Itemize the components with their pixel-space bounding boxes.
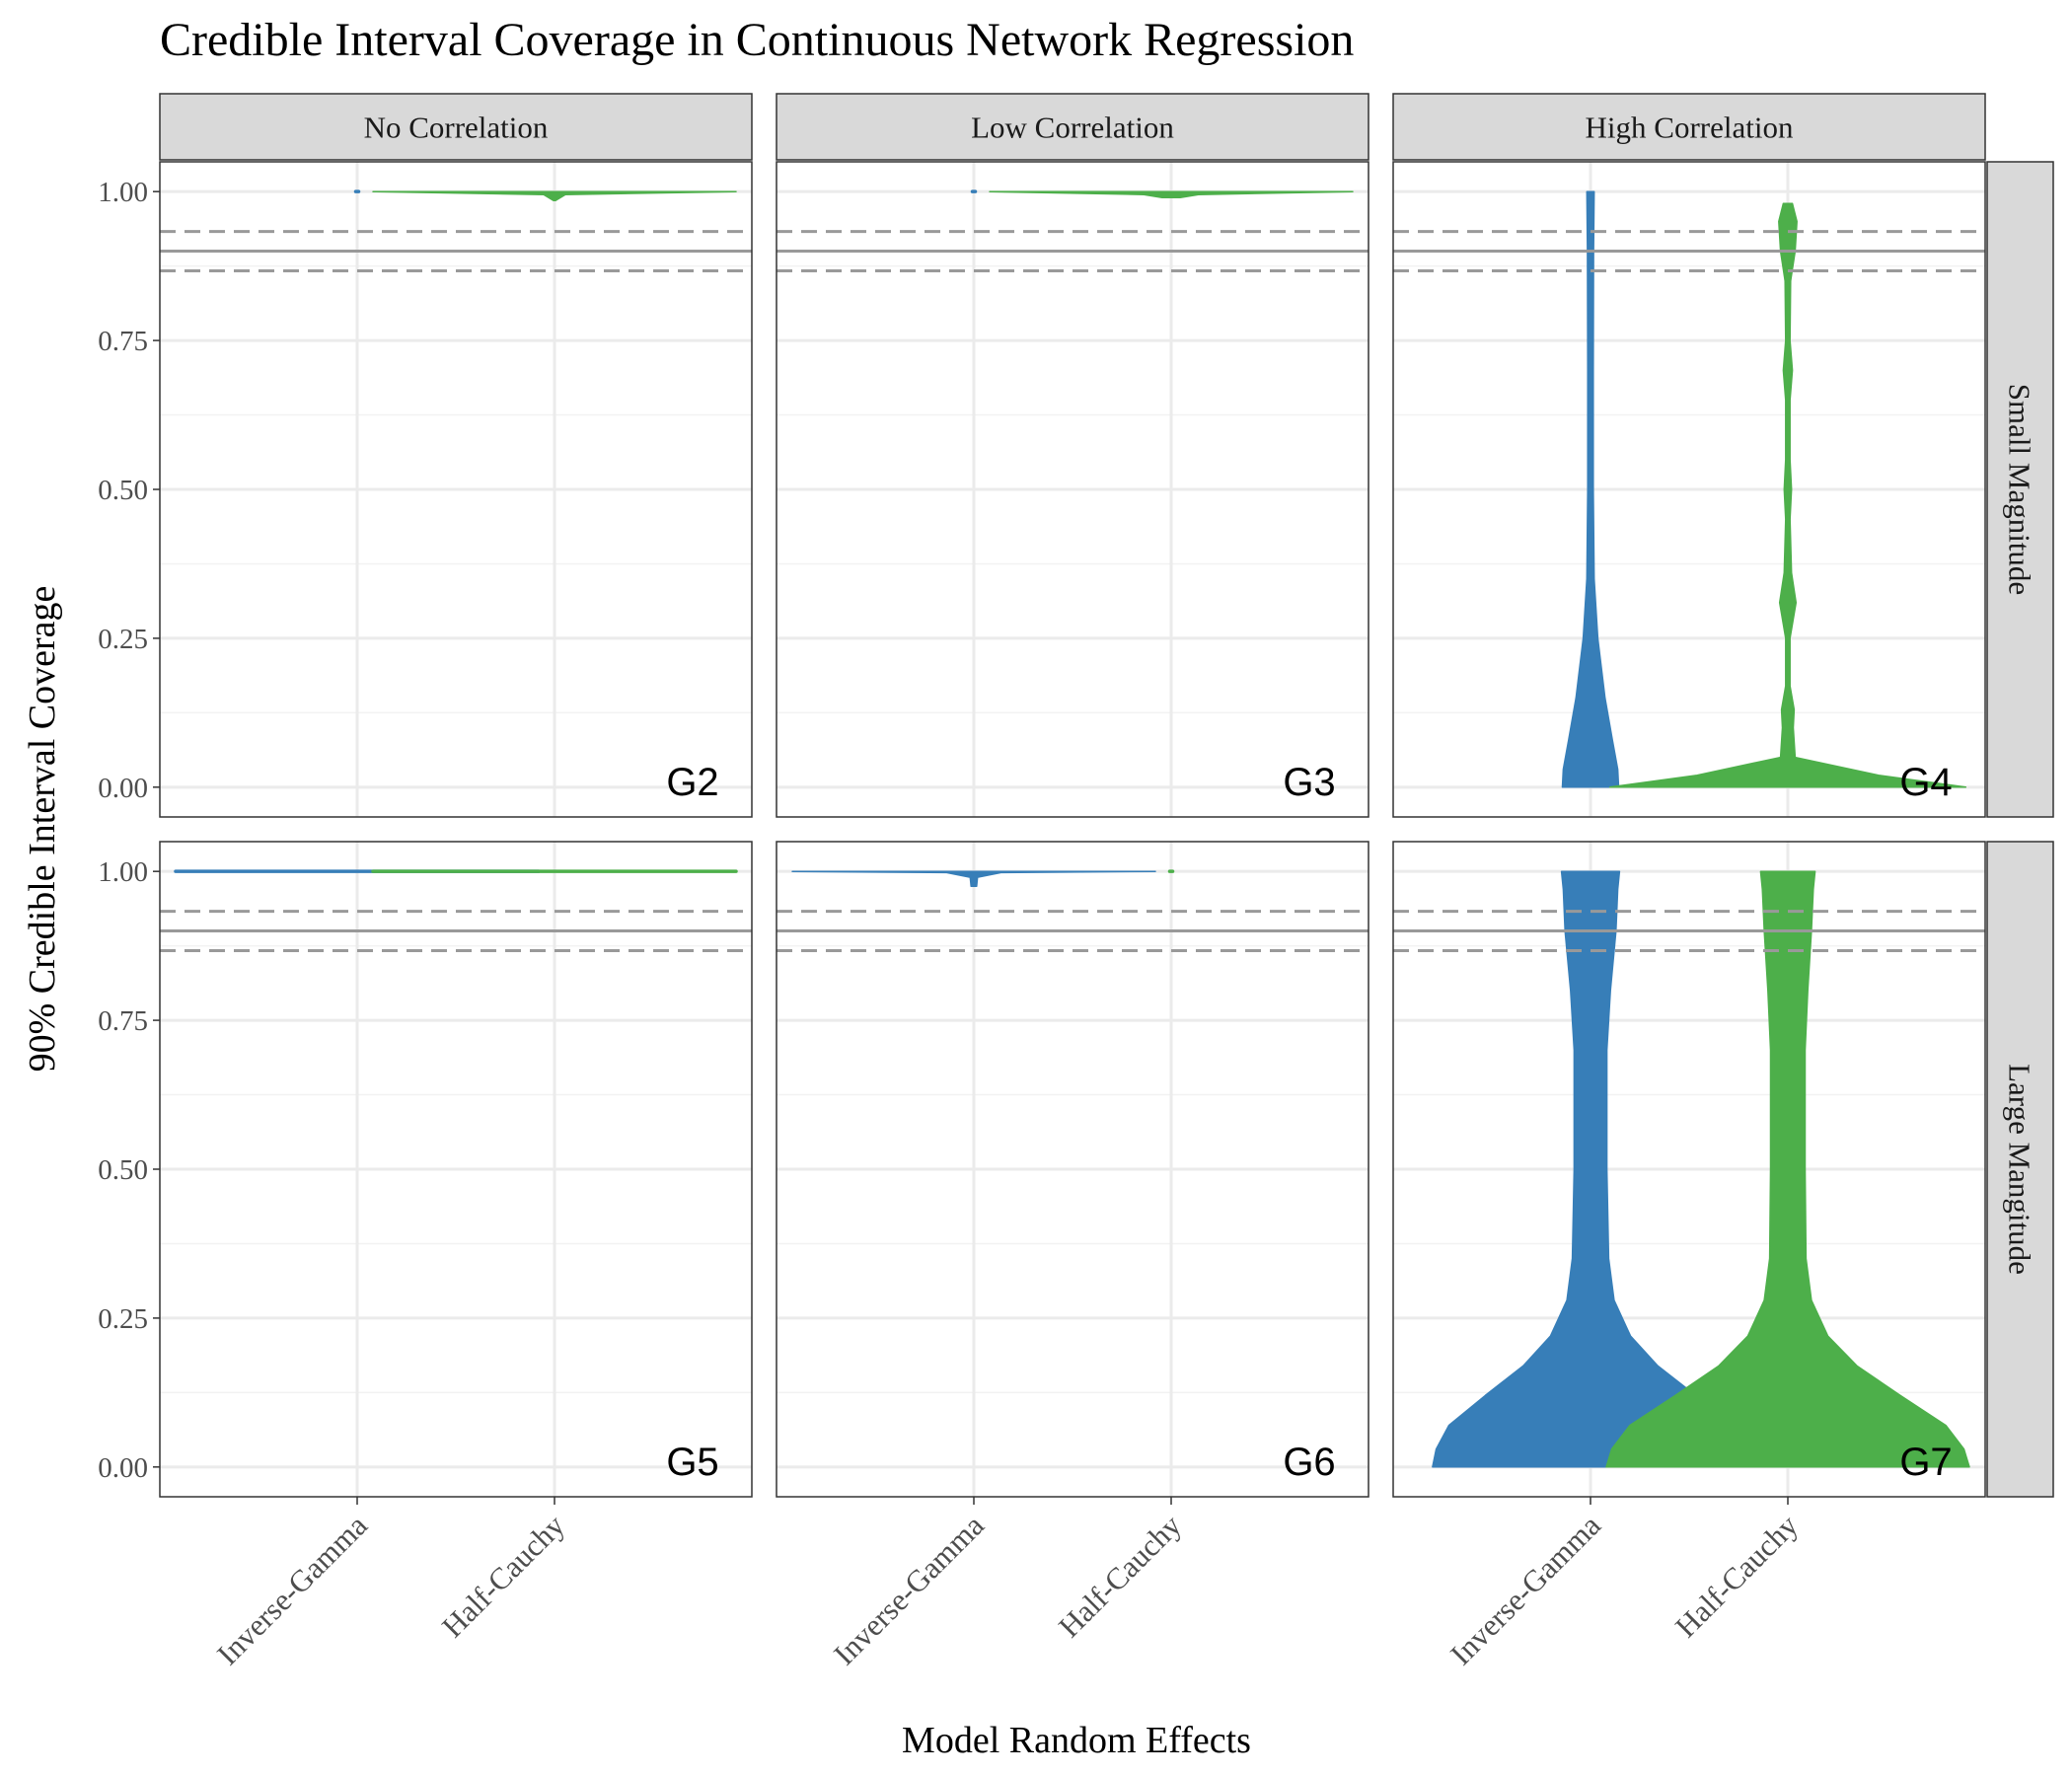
x-axis-label: Model Random Effects — [902, 1720, 1251, 1761]
plot-area: No Correlation Low Correlation High Correl… — [98, 93, 2054, 1671]
violin-half-cauchy — [1608, 202, 1967, 788]
row-strip-label: Large Mangitude — [2003, 1064, 2037, 1275]
panel-border — [159, 841, 753, 1498]
panel-border — [776, 841, 1369, 1498]
panel-g7: G7 — [1392, 841, 1986, 1498]
row-strip — [1986, 161, 2054, 818]
panel-label: G3 — [1283, 761, 1335, 804]
panel-g3: G3 — [776, 161, 1369, 818]
panel-label: G6 — [1283, 1441, 1335, 1484]
column-strip-label: No Correlation — [364, 111, 549, 145]
column-strip-label: High Correlation — [1586, 111, 1794, 145]
panel-label: G4 — [1899, 761, 1952, 804]
y-tick-label: 0.00 — [98, 773, 148, 804]
y-tick-label: 0.75 — [98, 1005, 148, 1037]
y-tick-label: 0.50 — [98, 1154, 148, 1186]
violin-half-cauchy — [989, 190, 1354, 198]
y-tick-label: 0.25 — [98, 624, 148, 655]
violin-inverse-gamma — [791, 870, 1156, 888]
y-tick-label: 1.00 — [98, 177, 148, 208]
column-strip — [159, 93, 753, 161]
y-axis-label: 90% Credible Interval Coverage — [22, 586, 63, 1073]
panel-g6: G6 — [776, 841, 1369, 1498]
column-strip — [1392, 93, 1986, 161]
violin-half-cauchy — [1605, 870, 1970, 1468]
y-tick-label: 0.75 — [98, 326, 148, 357]
column-strip-label: Low Correlation — [971, 111, 1174, 145]
panel-g2: G2 — [159, 161, 753, 818]
y-tick-label: 0.50 — [98, 475, 148, 506]
panel-label: G2 — [666, 761, 718, 804]
violin-half-cauchy — [372, 190, 737, 201]
violin-inverse-gamma — [1561, 190, 1620, 788]
y-tick-label: 0.00 — [98, 1452, 148, 1484]
panel-g5: G5 — [159, 841, 753, 1498]
y-tick-label: 0.25 — [98, 1303, 148, 1335]
panel-border — [1392, 841, 1986, 1498]
panel-border — [776, 161, 1369, 818]
violin-inverse-gamma — [1432, 870, 1749, 1468]
chart-title: Credible Interval Coverage in Continuous… — [160, 14, 1354, 66]
row-strip-label: Small Magnitude — [2003, 384, 2037, 595]
y-tick-label: 1.00 — [98, 856, 148, 888]
panel-border — [1392, 161, 1986, 818]
row-strip — [1986, 841, 2054, 1498]
panel-label: G7 — [1899, 1441, 1952, 1484]
column-strip — [776, 93, 1369, 161]
panel-g4: G4 — [1392, 161, 1986, 818]
panel-label: G5 — [666, 1441, 718, 1484]
panel-border — [159, 161, 753, 818]
